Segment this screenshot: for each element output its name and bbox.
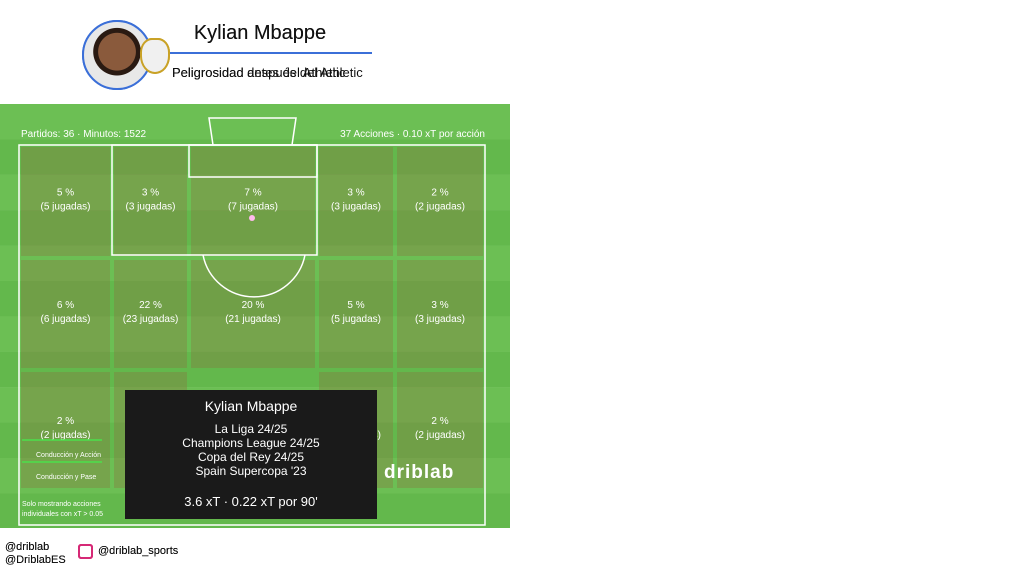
pitch-stripe	[0, 316, 510, 352]
subtitle: Peligrosidad después del Athletic	[172, 65, 363, 80]
zone-pct: 2 %	[431, 416, 448, 427]
goal	[208, 117, 297, 146]
zone	[21, 260, 110, 368]
handle: @driblab	[5, 541, 50, 553]
zone-pct: 5 %	[347, 300, 364, 311]
instagram: @driblab_sports	[98, 545, 179, 557]
zone-pct: 3 %	[142, 188, 159, 199]
zone-pct: 6 %	[57, 300, 74, 311]
pitch-stripe	[0, 245, 510, 281]
zone-pct: 5 %	[57, 188, 74, 199]
player-name: Kylian Mbappe	[193, 22, 327, 44]
note: Solo mostrando acciones individuales con…	[22, 501, 104, 518]
zone-count: (7 jugadas)	[228, 202, 278, 213]
zone-count: (21 jugadas)	[225, 314, 281, 325]
zone-pct: 2 %	[431, 188, 448, 199]
competition: La Liga 24/25	[214, 422, 288, 436]
box-summary: 3.6 xT · 0.22 xT por 90'	[184, 494, 318, 509]
zone-count: (5 jugadas)	[331, 314, 381, 325]
handle: @DriblabES	[5, 554, 66, 566]
pitch-stripe	[0, 104, 510, 140]
zone-pct: 7 %	[244, 188, 261, 199]
zone-count: (2 jugadas)	[415, 202, 465, 213]
handle: @DriblabES	[5, 554, 66, 566]
penalty-spot	[249, 215, 255, 221]
instagram: @driblab_sports	[98, 545, 179, 557]
zone	[114, 260, 187, 368]
title-underline	[170, 52, 372, 54]
logo: driblab	[384, 462, 455, 483]
legend-label: Conducción y Acción	[36, 452, 101, 459]
zone-pct: 20 %	[242, 300, 265, 311]
zone	[21, 372, 110, 488]
zone	[21, 147, 110, 256]
pitch-stripe	[0, 174, 510, 211]
competition: Copa del Rey 24/25	[197, 450, 305, 464]
box-name: Kylian Mbappe	[204, 398, 298, 414]
legend-label: Conducción y Pase	[36, 474, 96, 481]
zone	[397, 372, 483, 488]
penalty-arc	[202, 254, 306, 298]
subtitle: Peligrosidad antes del Athletic	[172, 65, 346, 80]
zone	[191, 147, 315, 256]
club-badge	[140, 38, 170, 74]
zone	[319, 260, 393, 368]
zone-count: (5 jugadas)	[40, 202, 90, 213]
pitch-stripe	[0, 281, 510, 317]
handle: @driblab	[5, 541, 50, 553]
zone-count: (23 jugadas)	[123, 314, 179, 325]
pitch: 5 % (5 jugadas) 3 % (3 jugadas) 7 % (7 jugada…	[0, 104, 510, 528]
zone-count: (3 jugadas)	[331, 202, 381, 213]
zone-count: (2 jugadas)	[415, 430, 465, 441]
zone	[397, 260, 483, 368]
stats-right: 37 Acciones · 0.10 xT por acción	[340, 129, 485, 140]
pitch-stripe	[0, 210, 510, 246]
zone-pct: 22 %	[139, 300, 162, 311]
zone-pct: 2 %	[57, 416, 74, 427]
six-yard-box	[188, 144, 318, 178]
zone	[319, 147, 393, 256]
zone-count: (2 jugadas)	[40, 430, 90, 441]
zone-count: (3 jugadas)	[125, 202, 175, 213]
zone-pct: 3 %	[431, 300, 448, 311]
competition: Champions League 24/25	[182, 436, 320, 450]
zone-count: (6 jugadas)	[40, 314, 90, 325]
player-name: Kylian Mbappe	[193, 22, 327, 44]
zone-pct: 3 %	[347, 188, 364, 199]
zone	[397, 147, 483, 256]
stats-left: Partidos: 36 · Minutos: 1522	[21, 129, 147, 140]
zone	[114, 147, 187, 256]
competition: Spain Supercopa '23	[195, 464, 307, 478]
pitch-stripe	[0, 351, 510, 388]
instagram-icon	[78, 544, 93, 559]
zone-count: (3 jugadas)	[415, 314, 465, 325]
avatar	[82, 20, 152, 90]
